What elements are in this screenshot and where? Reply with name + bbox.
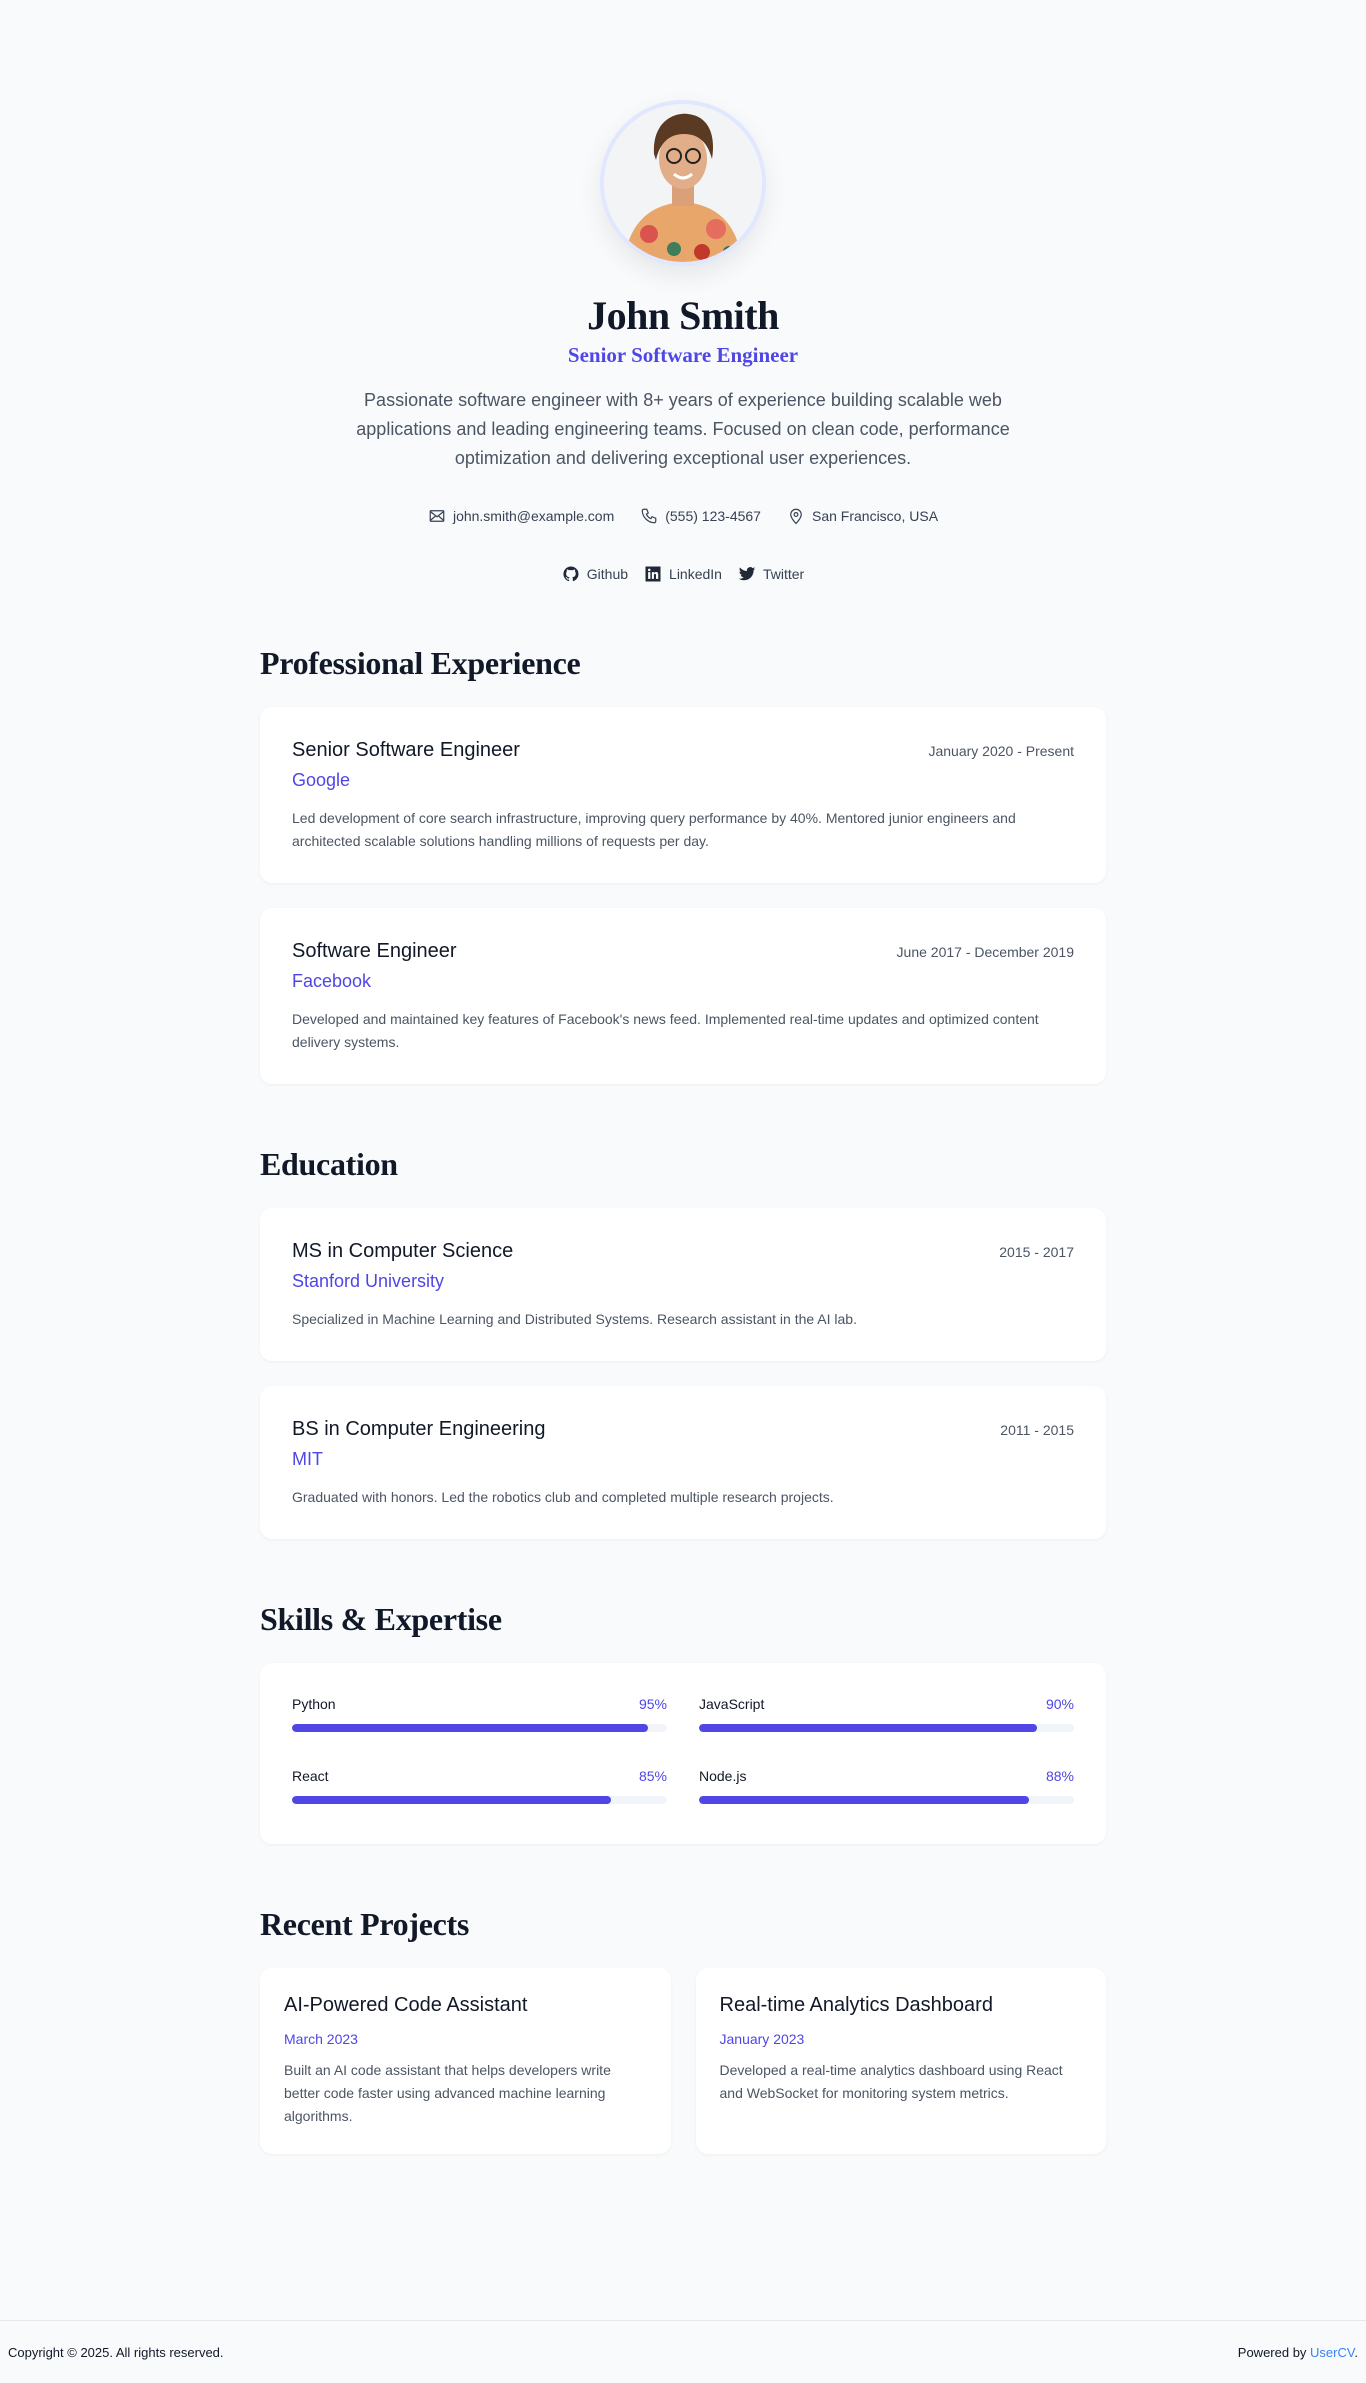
skill-bar-fill xyxy=(699,1796,1029,1804)
social-link-twitter[interactable]: Twitter xyxy=(738,565,804,583)
skills-section: Skills & Expertise Python 95% JavaScript 9… xyxy=(260,1601,1106,1844)
education-description: Specialized in Machine Learning and Dist… xyxy=(292,1311,857,1327)
skill-bar-fill xyxy=(699,1724,1037,1732)
skill-percent: 95% xyxy=(638,1696,667,1712)
skill-bar xyxy=(292,1724,667,1732)
education-card: MS in Computer Science Stanford Universi… xyxy=(260,1208,1106,1361)
location-text: San Francisco, USA xyxy=(811,508,939,524)
powered-by-prefix: Powered by xyxy=(1237,2344,1311,2360)
social-links: Github LinkedIn Twitter xyxy=(260,565,1106,583)
skill-bar-fill xyxy=(292,1796,611,1804)
education-description: Graduated with honors. Led the robotics … xyxy=(292,1489,834,1505)
copyright-text: Copyright © 2025. All rights reserved. xyxy=(8,2344,224,2360)
skill-name: Node.js xyxy=(699,1768,747,1784)
social-label: LinkedIn xyxy=(669,566,722,582)
project-description: Built an AI code assistant that helps de… xyxy=(284,2062,611,2124)
degree: BS in Computer Engineering xyxy=(292,1418,546,1440)
degree: MS in Computer Science xyxy=(292,1240,514,1262)
contact-location: San Francisco, USA xyxy=(787,507,938,525)
social-link-linkedin[interactable]: LinkedIn xyxy=(644,565,722,583)
social-link-github[interactable]: Github xyxy=(562,565,628,583)
job-description: Led development of core search infrastru… xyxy=(292,810,1016,849)
skill-bar-fill xyxy=(292,1724,649,1732)
skill-item: React 85% xyxy=(292,1768,667,1804)
avatar xyxy=(600,100,766,266)
mail-icon xyxy=(429,510,445,522)
profile-title: Senior Software Engineer xyxy=(567,343,799,367)
project-card: Real-time Analytics Dashboard January 20… xyxy=(695,1968,1106,2154)
contact-list: john.smith@example.com (555) 123-4567 Sa… xyxy=(260,507,1106,525)
section-heading: Recent Projects xyxy=(260,1906,470,1942)
usercv-link[interactable]: UserCV xyxy=(1310,2344,1355,2360)
section-heading: Skills & Expertise xyxy=(260,1601,502,1637)
email-text: john.smith@example.com xyxy=(452,508,615,524)
section-heading: Professional Experience xyxy=(260,645,581,681)
school-name: Stanford University xyxy=(292,1271,445,1291)
education-dates: 2011 - 2015 xyxy=(1000,1422,1074,1438)
education-card: BS in Computer Engineering MIT 2011 - 20… xyxy=(260,1386,1106,1539)
skill-name: JavaScript xyxy=(699,1696,765,1712)
education-section: Education MS in Computer Science Stanfor… xyxy=(260,1146,1106,1539)
education-dates: 2015 - 2017 xyxy=(999,1244,1074,1260)
skill-bar xyxy=(292,1796,667,1804)
job-dates: June 2017 - December 2019 xyxy=(896,944,1074,960)
project-date: March 2023 xyxy=(284,2031,358,2047)
linkedin-icon xyxy=(645,566,661,582)
skills-card: Python 95% JavaScript 90% React 85% Node.js… xyxy=(260,1663,1106,1844)
skill-item: Python 95% xyxy=(292,1696,667,1732)
project-date: January 2023 xyxy=(719,2031,805,2047)
skill-percent: 90% xyxy=(1045,1696,1074,1712)
skill-name: Python xyxy=(292,1696,336,1712)
project-title: AI-Powered Code Assistant xyxy=(284,1994,528,2016)
job-role: Senior Software Engineer xyxy=(292,739,520,761)
projects-section: Recent Projects AI-Powered Code Assistan… xyxy=(260,1906,1106,2154)
project-card: AI-Powered Code Assistant March 2023 Bui… xyxy=(260,1968,671,2154)
footer: Copyright © 2025. All rights reserved. P… xyxy=(0,2320,1366,2383)
experience-section: Professional Experience Senior Software … xyxy=(260,645,1106,1084)
skill-item: JavaScript 90% xyxy=(699,1696,1074,1732)
profile-bio: Passionate software engineer with 8+ yea… xyxy=(356,390,1010,468)
section-heading: Education xyxy=(260,1146,398,1182)
project-description: Developed a real-time analytics dashboar… xyxy=(719,2062,1063,2101)
skill-item: Node.js 88% xyxy=(699,1768,1074,1804)
skill-percent: 85% xyxy=(638,1768,667,1784)
company-name: Facebook xyxy=(292,971,372,991)
powered-by-suffix: . xyxy=(1354,2344,1358,2360)
company-name: Google xyxy=(292,770,351,790)
project-title: Real-time Analytics Dashboard xyxy=(719,1994,993,2016)
powered-by: Powered by UserCV. xyxy=(1238,2345,1358,2360)
profile-header: John Smith Senior Software Engineer Pass… xyxy=(260,100,1106,583)
social-label: Github xyxy=(586,566,629,582)
job-role: Software Engineer xyxy=(292,940,457,962)
experience-card: Senior Software Engineer Google January … xyxy=(260,707,1106,883)
job-description: Developed and maintained key features of… xyxy=(292,1011,1039,1050)
experience-card: Software Engineer Facebook June 2017 - D… xyxy=(260,908,1106,1084)
twitter-icon xyxy=(738,567,756,581)
profile-name: John Smith xyxy=(587,293,779,338)
skill-bar xyxy=(699,1796,1074,1804)
contact-phone[interactable]: (555) 123-4567 xyxy=(640,507,761,525)
skill-bar xyxy=(699,1724,1074,1732)
phone-icon xyxy=(641,508,657,524)
contact-email[interactable]: john.smith@example.com xyxy=(428,507,614,525)
github-icon xyxy=(563,566,579,582)
skill-name: React xyxy=(292,1768,329,1784)
phone-text: (555) 123-4567 xyxy=(665,508,761,524)
school-name: MIT xyxy=(292,1449,323,1469)
map-pin-icon xyxy=(790,508,802,525)
job-dates: January 2020 - Present xyxy=(928,743,1074,759)
skill-percent: 88% xyxy=(1045,1768,1074,1784)
social-label: Twitter xyxy=(762,566,805,582)
